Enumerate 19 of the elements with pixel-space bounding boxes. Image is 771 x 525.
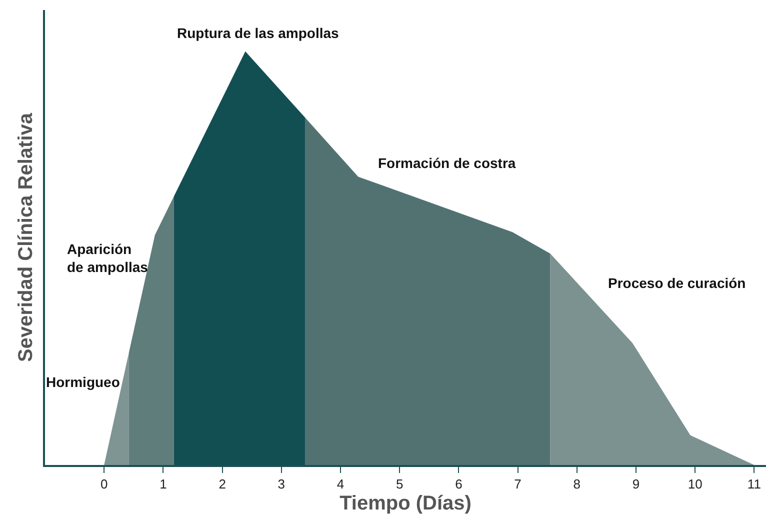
annotation: Hormigueo — [46, 374, 120, 390]
x-tick-label: 0 — [100, 476, 108, 492]
x-tick-label: 6 — [455, 476, 462, 492]
x-tick-label: 9 — [632, 476, 640, 492]
x-tick-label: 4 — [336, 476, 344, 492]
x-tick-label: 5 — [396, 476, 404, 492]
x-tick-label: 11 — [747, 476, 761, 492]
x-tick-label: 7 — [514, 476, 522, 492]
y-axis-title: Severidad Clínica Relativa — [15, 112, 37, 362]
text: Ruptura de las ampollas — [177, 25, 340, 41]
x-tick-label: 3 — [278, 476, 286, 492]
annotation: Formación de costra — [378, 155, 516, 171]
annotation: Aparición de ampollas — [67, 241, 148, 276]
x-tick-label: 10 — [688, 476, 702, 492]
x-tick-label: 8 — [573, 476, 581, 492]
x-axis-title: Tiempo (Días) — [340, 492, 472, 515]
x-tick-label: 2 — [218, 476, 226, 492]
x-tick-label: 1 — [160, 476, 167, 492]
annotation: Proceso de curación — [608, 275, 746, 291]
